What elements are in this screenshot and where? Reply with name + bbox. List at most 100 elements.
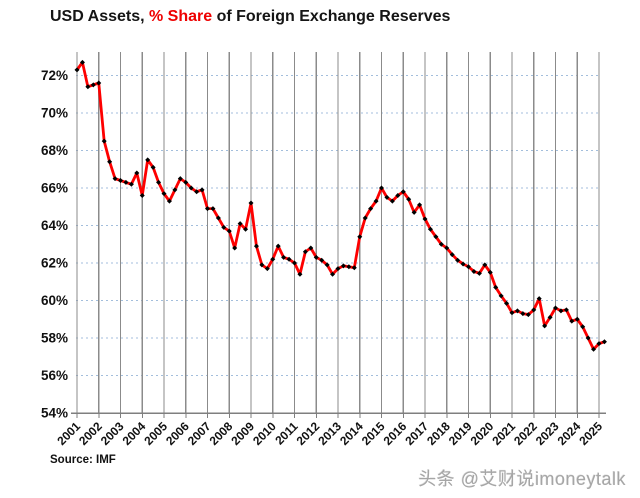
data-point-marker [433,234,439,240]
data-point-marker [514,308,520,314]
data-point-marker [150,164,156,170]
chart-title: USD Assets, % Share of Foreign Exchange … [50,8,610,26]
data-point-marker [177,176,183,182]
data-point-marker [237,221,243,227]
x-tick-labels: 2001200220032004200520062007200820092010… [54,419,605,448]
data-point-marker [232,245,238,251]
y-tick-label: 70% [41,106,68,121]
x-tick-label: 2008 [207,419,236,448]
data-point-marker [253,243,259,249]
x-tick-label: 2013 [315,419,344,448]
data-point-marker [444,245,450,251]
data-point-marker [85,84,91,90]
data-point-marker [96,80,102,86]
title-prefix: USD Assets, [50,8,149,25]
y-tick-label: 60% [41,293,68,308]
data-point-marker [123,179,129,185]
data-point-marker [351,265,357,271]
data-point-marker [531,307,537,313]
data-point-marker [302,249,308,255]
x-tick-label: 2003 [98,419,127,448]
data-point-marker [580,324,586,330]
data-point-marker [79,59,85,65]
data-point-marker [134,170,140,176]
data-point-marker [400,189,406,195]
data-point-marker [118,178,123,183]
data-point-marker [509,310,515,316]
data-point-marker [585,335,591,341]
x-tick-label: 2005 [141,419,170,448]
series-line [75,60,606,351]
data-point-marker [417,202,423,208]
data-point-marker [476,270,482,276]
source-note: Source: IMF [50,454,116,466]
x-tick-label: 2015 [359,419,388,448]
data-point-marker [411,209,417,215]
data-point-marker [357,234,363,240]
data-point-marker [156,179,162,185]
data-point-marker [183,179,189,185]
y-tick-label: 72% [41,68,68,83]
data-point-marker [243,226,249,232]
data-point-marker [389,198,395,204]
data-point-marker [455,257,461,263]
data-point-marker [166,198,172,204]
data-point-marker [324,262,330,268]
data-point-marker [422,216,428,222]
y-tick-label: 58% [41,331,68,346]
data-point-marker [542,323,548,329]
data-point-marker [297,271,303,277]
data-point-marker [591,346,597,352]
data-point-marker [362,215,368,221]
x-tick-label: 2020 [468,419,497,448]
x-tick-label: 2010 [250,419,279,448]
data-point-marker [379,185,384,191]
data-point-marker [553,305,558,311]
data-point-marker [563,307,569,313]
data-point-marker [188,185,194,191]
data-point-marker [395,193,401,198]
x-gridlines [76,52,600,413]
data-point-marker [335,266,341,272]
data-point-marker [275,243,281,249]
x-tick-label: 2012 [294,419,323,448]
data-point-marker [368,206,374,212]
data-point-marker [264,266,270,272]
data-point-marker [384,194,390,200]
data-point-marker [596,341,602,347]
x-tick-label: 2023 [533,419,562,448]
data-point-marker [205,206,210,212]
x-tick-label: 2002 [76,419,105,448]
data-point-marker [536,296,542,302]
data-point-marker [471,268,477,274]
data-point-marker [460,261,466,267]
watermark: 头条 @艾财说imoneytalk [418,469,626,489]
data-point-marker [292,260,297,266]
x-tick-label: 2019 [446,419,475,448]
data-point-marker [199,187,205,193]
data-point-marker [427,226,433,232]
data-point-marker [569,318,575,324]
y-tick-label: 54% [41,406,68,421]
data-point-marker [248,200,254,206]
data-point-marker [128,181,134,187]
data-point-marker [112,176,118,182]
data-point-marker [449,252,455,258]
data-point-marker [558,308,564,314]
data-point-marker [215,215,221,221]
x-tick-label: 2016 [381,419,410,448]
data-point-marker [313,254,319,260]
x-tick-label: 2007 [185,419,214,448]
data-point-marker [172,187,178,193]
x-tick-label: 2001 [54,419,83,448]
x-tick-label: 2024 [555,419,584,448]
data-point-marker [373,198,379,204]
x-tick-label: 2017 [402,419,431,448]
x-tick-label: 2004 [120,419,149,448]
series-markers [74,59,607,352]
data-point-marker [346,264,352,270]
data-point-marker [525,312,531,318]
data-point-marker [281,254,287,260]
y-tick-label: 56% [41,368,68,383]
